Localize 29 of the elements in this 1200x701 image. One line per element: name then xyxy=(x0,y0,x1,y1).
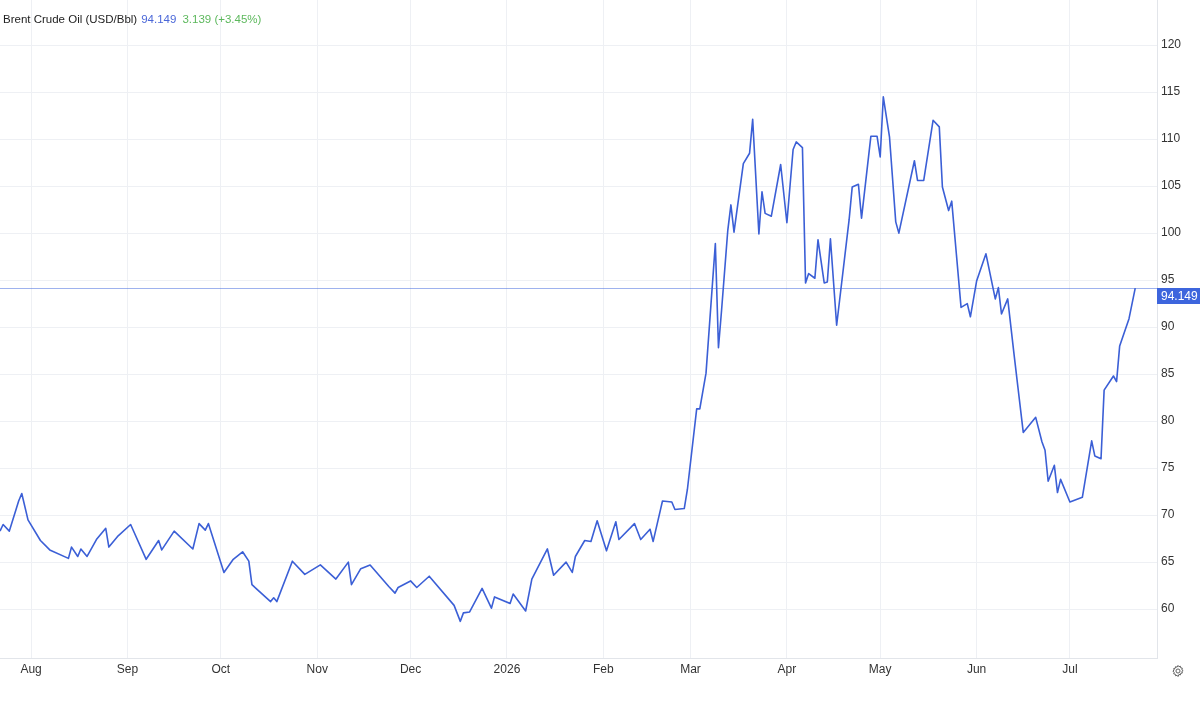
annotation: 94.149 xyxy=(141,13,177,25)
ref-line-label: 94.149 xyxy=(1161,288,1199,303)
y-tick-label: 95 xyxy=(1161,272,1175,287)
y-tick-label: 120 xyxy=(1161,37,1182,52)
text: Brent Crude Oil (USD/Bbl) xyxy=(3,13,138,25)
y-tick-label: 60 xyxy=(1161,601,1175,616)
x-tick-label: Oct xyxy=(211,661,231,676)
x-tick-label: Feb xyxy=(593,661,615,676)
y-tick-label: 65 xyxy=(1161,554,1175,569)
y-tick-label: 75 xyxy=(1161,460,1175,475)
y-tick-label: 90 xyxy=(1161,319,1175,334)
x-tick-label: May xyxy=(868,661,892,676)
y-tick-label: 85 xyxy=(1161,366,1175,381)
x-tick-label: Jun xyxy=(966,661,987,676)
x-tick-label: Nov xyxy=(306,661,328,676)
y-tick-label: 70 xyxy=(1161,507,1175,522)
x-tick-label: 2026 xyxy=(493,661,521,676)
y-tick-label: 110 xyxy=(1161,131,1181,146)
x-tick-label: Apr xyxy=(777,661,797,676)
y-tick-label: 100 xyxy=(1161,225,1182,240)
x-tick-label: Dec xyxy=(399,661,422,676)
x-tick-label: Jul xyxy=(1062,661,1078,676)
y-tick-label: 80 xyxy=(1161,413,1175,428)
x-tick-label: Aug xyxy=(20,661,42,676)
annotation: 3.139 (+3.45%) xyxy=(182,13,262,25)
y-tick-label: 115 xyxy=(1161,84,1181,99)
y-tick-label: 105 xyxy=(1161,178,1182,193)
x-tick-label: Mar xyxy=(680,661,701,676)
x-tick-label: Sep xyxy=(116,661,139,676)
